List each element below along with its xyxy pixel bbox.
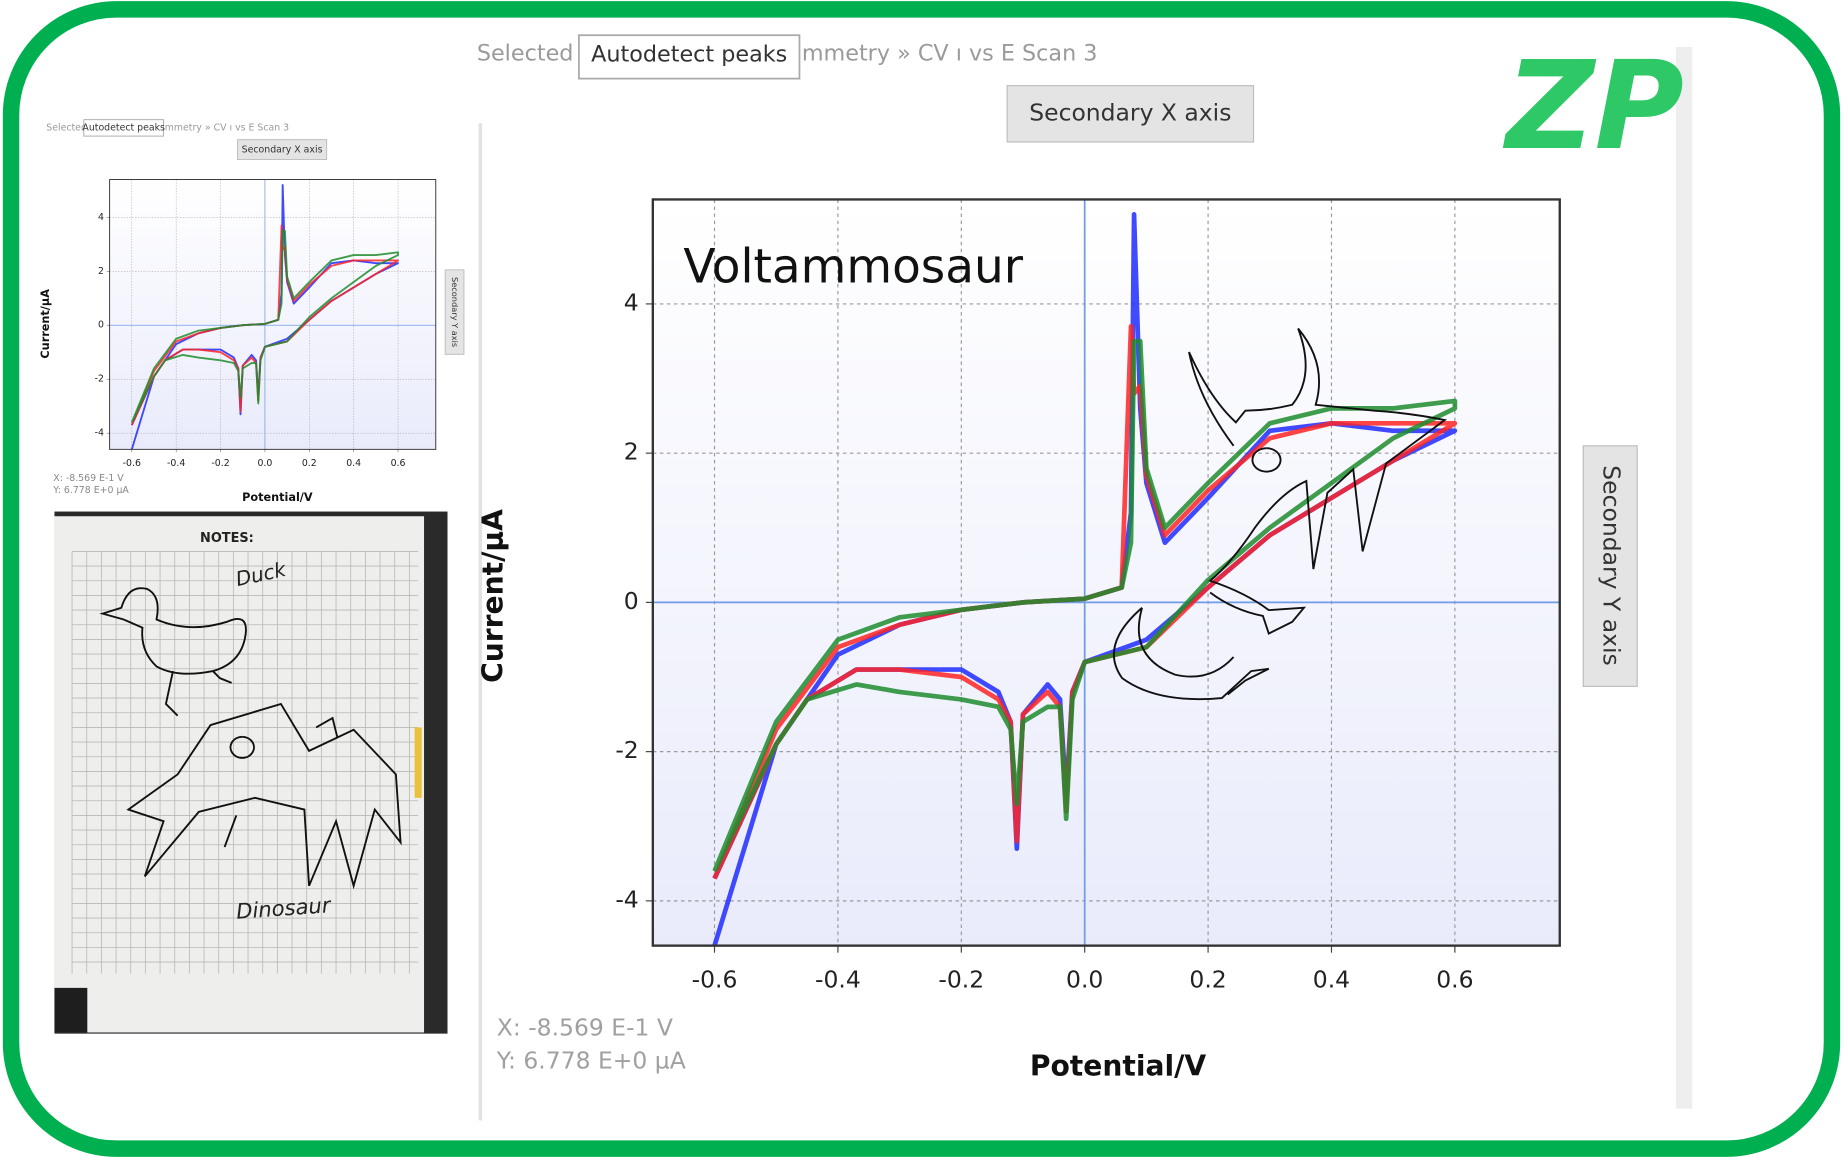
x-tick-label: 0.0: [1066, 965, 1103, 993]
notes-heading: NOTES:: [200, 531, 254, 546]
series-line: [712, 338, 1458, 873]
y-tick-label: -2: [95, 374, 104, 385]
secondary-x-label[interactable]: Secondary X axis: [242, 145, 323, 156]
y-tick-label: 2: [624, 438, 639, 466]
autodetect-label[interactable]: Autodetect peaks: [82, 122, 165, 133]
y-tick-label: -4: [615, 885, 638, 913]
y-axis-title: Current/µA: [476, 509, 509, 683]
y-tick-label: 0: [98, 320, 104, 331]
x-tick-label: -0.4: [815, 965, 861, 993]
y-tick-label: 4: [98, 212, 104, 223]
y-tick-label: 0: [624, 587, 639, 615]
y-tick-label: 4: [624, 288, 639, 316]
plot-area: [652, 199, 1560, 946]
series-line: [130, 229, 399, 423]
x-tick-label: 0.2: [302, 458, 317, 469]
plot-frame: [651, 198, 1561, 947]
dinosaur-sketch: [1113, 327, 1448, 701]
x-axis-title: Potential/V: [1030, 1050, 1207, 1083]
y-axis-title: Current/µA: [39, 289, 52, 359]
secondary-y-button[interactable]: [1582, 445, 1638, 687]
chart: -0.6 -0.4 -0.2 0.0 0.2 0.4 0.6 -4 -2 0 2 4 Potential…: [476, 198, 1561, 1083]
autodetect-label[interactable]: Autodetect peaks: [591, 42, 787, 68]
secondary-y-label[interactable]: Secondary Y axis: [1598, 465, 1626, 665]
x-axis-title: Potential/V: [242, 491, 313, 504]
cursor-x: X: -8.569 E-1 V: [53, 473, 124, 484]
scrollbar: [1675, 46, 1693, 1109]
duck-doodle: [99, 587, 247, 717]
x-tick-label: -0.6: [123, 458, 141, 469]
plot-frame: [109, 179, 437, 450]
tab: [414, 727, 422, 798]
autodetect-button[interactable]: [83, 119, 165, 137]
autodetect-button[interactable]: [578, 34, 801, 80]
x-tick-label: 0.6: [391, 458, 406, 469]
x-tick-label: -0.6: [692, 965, 738, 993]
paper-logo: [54, 987, 88, 1033]
x-tick-label: 0.4: [346, 458, 361, 469]
chart: -0.6 -0.4 -0.2 0.0 0.2 0.4 0.6 -4 -2 0 2 4 Potential…: [39, 179, 437, 504]
secondary-y-button[interactable]: [444, 269, 465, 355]
x-tick-label: -0.2: [938, 965, 984, 993]
paper-grid: [71, 551, 419, 974]
cursor-y: Y: 6.778 E+0 µA: [496, 1046, 686, 1074]
notes-photo: NOTES: Duck Dinosaur: [54, 511, 448, 1034]
x-tick-label: 0.2: [1189, 965, 1226, 993]
plot-area: [109, 179, 436, 450]
x-tick-label: 0.0: [257, 458, 272, 469]
charts: -0.6 -0.4 -0.2 0.0 0.2 0.4 0.6 -4 -2 0 2 4 Potential…: [39, 179, 1561, 1083]
logo: ZP: [1502, 35, 1684, 177]
paper: [54, 516, 425, 1033]
cursor-x: X: -8.569 E-1 V: [497, 1013, 673, 1041]
breadcrumb: mmetry » CV ı vs E Scan 3: [802, 40, 1098, 66]
x-tick-label: 0.6: [1436, 965, 1473, 993]
x-tick-label: -0.2: [211, 458, 229, 469]
y-tick-label: 2: [98, 266, 104, 277]
secondary-x-button[interactable]: [237, 139, 328, 161]
x-tick-label: -0.4: [167, 458, 185, 469]
toolbar-selected: Selected: [477, 40, 574, 66]
dinosaur-doodle: [126, 702, 402, 890]
cursor-y: Y: 6.778 E+0 µA: [52, 485, 129, 496]
secondary-x-button[interactable]: [1006, 85, 1255, 143]
x-tick-label: 0.4: [1313, 965, 1350, 993]
secondary-x-label[interactable]: Secondary X axis: [1029, 98, 1231, 126]
y-tick-label: -2: [615, 736, 638, 764]
breadcrumb: mmetry » CV ı vs E Scan 3: [165, 122, 289, 133]
chart-title: Voltammosaur: [683, 239, 1023, 294]
toolbar-selected: Selected: [46, 122, 87, 133]
secondary-y-label[interactable]: Secondary Y axis: [450, 277, 460, 347]
y-tick-label: -4: [95, 428, 104, 439]
